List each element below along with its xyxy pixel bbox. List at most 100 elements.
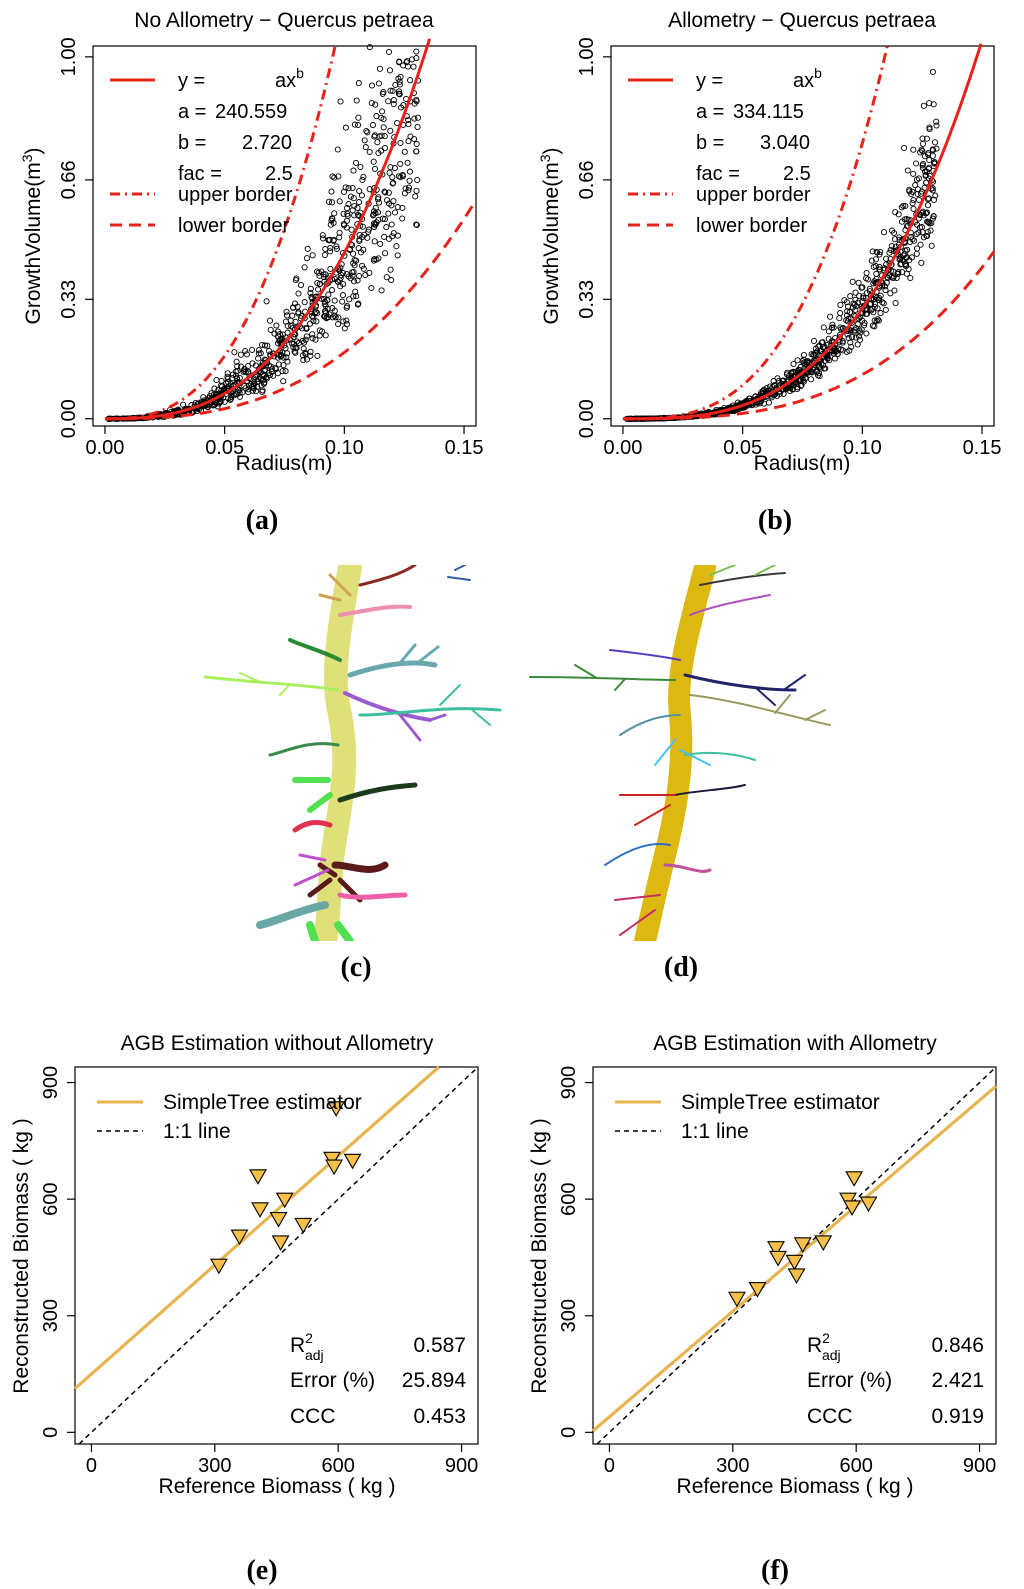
caption-d: (d) bbox=[663, 952, 699, 983]
chart-a-point bbox=[340, 318, 347, 325]
branches-d bbox=[529, 565, 831, 936]
chart-a-point bbox=[274, 328, 282, 335]
chart-a-point bbox=[319, 235, 327, 242]
chart-a-point bbox=[371, 238, 378, 245]
chart-a-point bbox=[309, 335, 316, 342]
tree-render-no-allometry bbox=[203, 565, 502, 941]
e-ytick-label: 600 bbox=[40, 1182, 62, 1215]
chart-a-point bbox=[224, 373, 231, 380]
a-xtick-label: 0.10 bbox=[325, 437, 364, 459]
chart-b-point bbox=[800, 351, 807, 359]
f-ytick-label: 300 bbox=[558, 1299, 580, 1332]
chart-b-legend-a-label: a = bbox=[696, 101, 724, 123]
chart-a-point bbox=[289, 312, 296, 319]
chart-a-point bbox=[363, 127, 370, 135]
chart-a-ylabel-main: GrowthVolume(m bbox=[22, 162, 45, 324]
chart-a-point bbox=[354, 301, 361, 308]
chart-a-point bbox=[413, 187, 420, 194]
e-xtick-label: 0 bbox=[86, 1455, 97, 1477]
chart-a-legend-fac-label: fac = bbox=[178, 163, 222, 185]
chart-b-point bbox=[882, 287, 889, 294]
b-xtick-label: 0.10 bbox=[843, 437, 882, 459]
chart-a-point bbox=[394, 252, 401, 259]
chart-b-point bbox=[866, 301, 873, 308]
chart-a-point bbox=[351, 121, 358, 128]
chart-b-point bbox=[852, 296, 859, 303]
chart-b-point bbox=[765, 399, 772, 406]
chart-a-point bbox=[392, 81, 399, 89]
chart-a-point bbox=[231, 349, 238, 356]
chart-a-point bbox=[391, 165, 398, 172]
chart-a-point bbox=[364, 234, 371, 241]
chart-a-point bbox=[350, 293, 357, 300]
caption-f: (f) bbox=[761, 1555, 789, 1586]
chart-b-point bbox=[883, 255, 890, 262]
chart-a-point bbox=[243, 351, 250, 358]
chart-b-point bbox=[875, 296, 882, 303]
chart-b-point bbox=[888, 242, 895, 250]
chart-b-point bbox=[831, 345, 838, 352]
chart-a-point bbox=[396, 91, 403, 98]
chart-b-point bbox=[794, 385, 801, 393]
chart-a-point bbox=[300, 339, 308, 346]
chart-a-point bbox=[310, 314, 317, 321]
chart-b-point bbox=[897, 256, 904, 263]
chart-b-point bbox=[906, 188, 913, 195]
chart-b-point bbox=[892, 300, 899, 307]
chart-f-r2-value: 0.846 bbox=[931, 1334, 984, 1357]
chart-b-point bbox=[804, 357, 811, 364]
chart-f-xlabel: Reference Biomass ( kg ) bbox=[677, 1475, 914, 1498]
chart-b-point bbox=[844, 331, 851, 338]
chart-e-fit-line bbox=[73, 1065, 440, 1390]
chart-a-point bbox=[382, 189, 389, 196]
chart-b-point bbox=[902, 202, 909, 210]
chart-a-point bbox=[351, 278, 358, 285]
chart-b-point bbox=[847, 327, 854, 334]
chart-a-point bbox=[331, 210, 338, 217]
chart-a-point bbox=[368, 82, 376, 89]
a-xtick-label: 0.00 bbox=[86, 437, 125, 459]
chart-a-point bbox=[283, 354, 290, 361]
chart-a-point bbox=[382, 250, 389, 257]
chart-a-point bbox=[332, 314, 339, 321]
chart-a-point bbox=[314, 352, 321, 359]
chart-a-point bbox=[414, 114, 422, 121]
chart-b-point bbox=[871, 323, 878, 330]
chart-a-point bbox=[277, 351, 284, 358]
a-xtick-label: 0.05 bbox=[205, 437, 244, 459]
chart-a-point bbox=[318, 328, 326, 335]
chart-a-point bbox=[388, 221, 395, 228]
chart-a-point bbox=[389, 87, 396, 95]
chart-a-point bbox=[347, 193, 354, 200]
chart-e-error-value: 25.894 bbox=[402, 1369, 467, 1392]
chart-a-point bbox=[341, 222, 348, 229]
a-xtick-label: 0.15 bbox=[445, 437, 484, 459]
chart-b-point bbox=[900, 202, 907, 209]
branches-c bbox=[203, 565, 502, 941]
chart-a-point bbox=[339, 298, 346, 305]
chart-b-point bbox=[864, 276, 871, 283]
chart-a-point bbox=[414, 176, 421, 184]
chart-f-point bbox=[845, 1171, 864, 1187]
chart-f-legend-fit-label: SimpleTree estimator bbox=[681, 1091, 880, 1114]
chart-a-point bbox=[370, 208, 378, 215]
chart-e-point bbox=[269, 1212, 288, 1228]
chart-f-ccc-label: CCC bbox=[807, 1405, 853, 1428]
chart-a-point bbox=[250, 385, 257, 392]
chart-b-point bbox=[800, 378, 807, 385]
chart-e-legend-ref-label: 1:1 line bbox=[163, 1120, 231, 1143]
chart-b-ylabel-main: GrowthVolume(m bbox=[540, 162, 563, 324]
f-xtick-label: 600 bbox=[839, 1455, 872, 1477]
chart-a-point bbox=[314, 279, 321, 287]
chart-f-ylabel: Reconstructed Biomass ( kg ) bbox=[528, 1118, 551, 1393]
chart-a-point bbox=[355, 114, 362, 121]
chart-b-point bbox=[814, 372, 822, 379]
chart-e: AGB Estimation without Allometry 0 300 600… bbox=[10, 1032, 479, 1498]
chart-a-point bbox=[410, 63, 417, 70]
chart-b-point bbox=[855, 333, 863, 340]
chart-b-legend-b-label: b = bbox=[696, 132, 724, 154]
chart-b-point bbox=[930, 159, 938, 167]
chart-a-point bbox=[329, 215, 336, 222]
chart-b-point bbox=[910, 170, 917, 177]
chart-f-stats: R2 adj 0.846 Error (%) 2.421 CCC 0.919 bbox=[807, 1330, 984, 1428]
